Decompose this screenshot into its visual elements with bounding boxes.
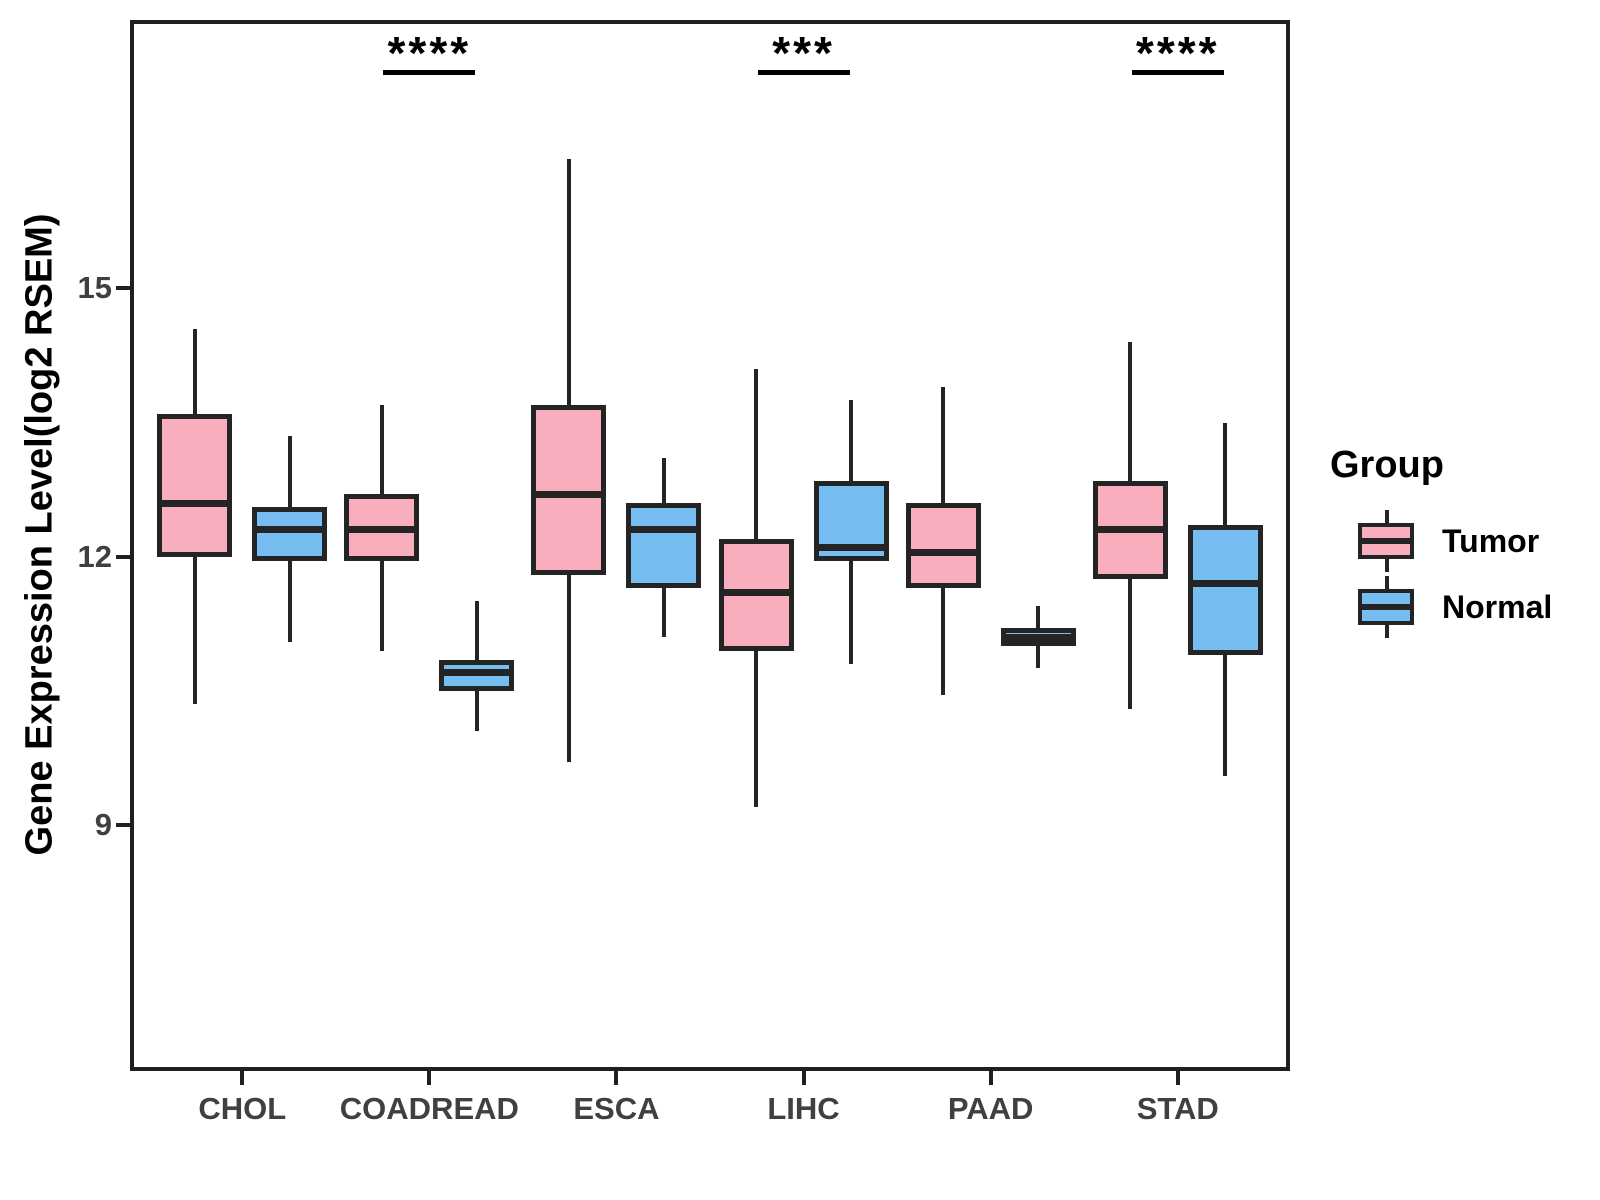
significance-stars: **** — [1135, 27, 1220, 79]
box-normal — [252, 507, 328, 562]
x-tick-mark — [1175, 1071, 1180, 1085]
x-axis-label: ESCA — [573, 1091, 660, 1126]
box-tumor — [531, 404, 607, 575]
legend: Group Tumor Normal — [1330, 444, 1600, 664]
box-median — [157, 499, 233, 507]
box-tumor — [905, 503, 981, 588]
box-median — [905, 548, 981, 556]
y-tick-mark — [116, 823, 130, 828]
box-median — [344, 526, 420, 534]
significance-line — [757, 70, 850, 75]
y-tick-label: 12 — [77, 538, 112, 574]
legend-key-label: Normal — [1442, 589, 1553, 625]
box-median — [531, 490, 607, 498]
legend-boxplot-glyph — [1358, 576, 1416, 638]
box-median — [252, 526, 328, 534]
box-median — [1000, 633, 1076, 641]
y-tick-label: 9 — [94, 807, 112, 843]
x-tick-mark — [240, 1071, 245, 1085]
legend-key-normal: Normal — [1330, 576, 1600, 638]
box-median — [439, 669, 515, 677]
x-axis-label: LIHC — [767, 1091, 840, 1126]
x-axis-label: COADREAD — [339, 1091, 519, 1126]
legend-glyph-median — [1358, 604, 1414, 610]
y-tick-mark — [116, 554, 130, 559]
x-axis-label: STAD — [1136, 1091, 1219, 1126]
x-axis-label: CHOL — [198, 1091, 287, 1126]
x-tick-mark — [801, 1071, 806, 1085]
box-median — [626, 526, 702, 534]
significance-line — [1131, 70, 1224, 75]
x-axis-label: PAAD — [947, 1091, 1034, 1126]
legend-glyph-median — [1358, 538, 1414, 544]
x-tick-mark — [614, 1071, 619, 1085]
box-median — [813, 544, 889, 552]
box-median — [718, 588, 794, 596]
legend-key-tumor: Tumor — [1330, 510, 1600, 572]
x-tick-mark — [988, 1071, 993, 1085]
legend-title: Group — [1330, 444, 1444, 486]
y-tick-mark — [116, 286, 130, 291]
box-median — [1092, 526, 1168, 534]
x-tick-mark — [427, 1071, 432, 1085]
box-median — [1187, 580, 1263, 587]
box-normal — [626, 503, 702, 588]
significance-line — [383, 70, 476, 75]
legend-boxplot-glyph — [1358, 510, 1416, 572]
box-tumor — [157, 413, 233, 557]
significance-stars: **** — [387, 27, 472, 79]
box-normal — [1187, 525, 1263, 656]
y-axis-title: Gene Expression Level(log2 RSEM) — [18, 213, 61, 856]
legend-key-label: Tumor — [1442, 523, 1540, 559]
y-tick-label: 15 — [77, 270, 112, 306]
significance-stars: *** — [772, 27, 835, 79]
